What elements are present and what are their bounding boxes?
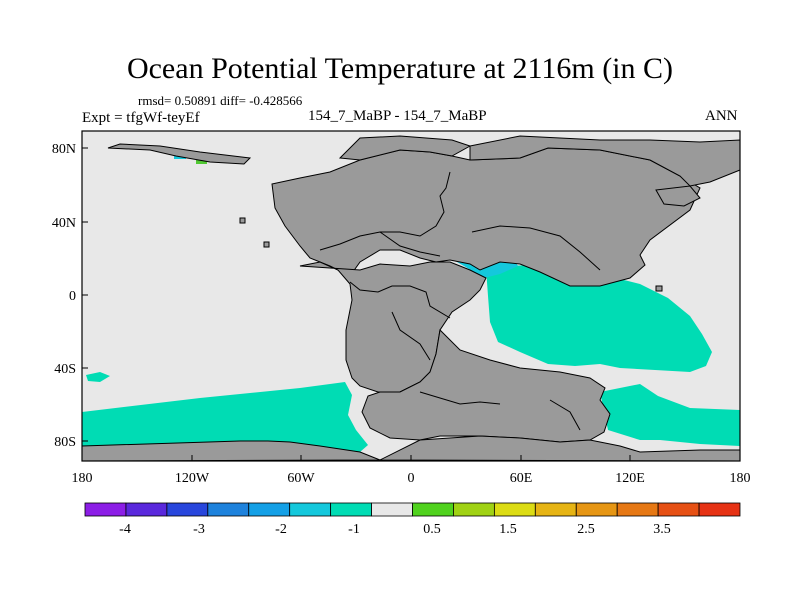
colorbar-label: -2 [275, 522, 287, 537]
lon-label: 120E [615, 471, 645, 486]
colorbar-label: -3 [193, 522, 205, 537]
anomaly-south-patch-1 [86, 372, 110, 382]
colorbar-label: 2.5 [577, 522, 595, 537]
lat-label: 0 [69, 289, 76, 304]
lon-label: 60W [287, 471, 315, 486]
land-islet [239, 217, 246, 224]
land-east-asia [469, 135, 741, 187]
colorbar-box [698, 502, 741, 517]
lat-label: 40S [54, 362, 76, 377]
land-north-cap [338, 135, 472, 161]
lon-label: 60E [510, 471, 533, 486]
season-label: ANN [705, 108, 738, 124]
land-island-west [107, 143, 252, 165]
colorbar [84, 502, 741, 517]
colorbar-box [371, 502, 413, 517]
anomaly-southeast [600, 384, 740, 446]
experiment-label: Expt = tfgWf-teyEf [82, 110, 200, 126]
colorbar-box [248, 502, 291, 517]
colorbar-box [657, 502, 700, 517]
lat-label: 80N [52, 142, 76, 157]
longitude-axis: 180 120W 60W 0 60E 120E 180 [72, 455, 751, 486]
lon-label: 180 [730, 471, 751, 486]
colorbar-box [207, 502, 250, 517]
colorbar-labels: -4 -3 -2 -1 0.5 1.5 2.5 3.5 [119, 522, 671, 537]
lat-label: 80S [54, 435, 76, 450]
map-title: Ocean Potential Temperature at 2116m (in… [126, 52, 674, 85]
colorbar-label: 1.5 [499, 522, 517, 537]
stats-line: rmsd= 0.50891 diff= -0.428566 [138, 93, 303, 108]
lat-label: 40N [52, 216, 76, 231]
colorbar-label: 0.5 [423, 522, 441, 537]
colorbar-box [125, 502, 168, 517]
colorbar-box [289, 502, 332, 517]
anomaly-indian-ocean [486, 264, 712, 372]
colorbar-box [493, 502, 536, 517]
colorbar-label: -1 [348, 522, 360, 537]
colorbar-label: 3.5 [653, 522, 671, 537]
land-island-east [655, 185, 701, 207]
case-label: 154_7_MaBP - 154_7_MaBP [308, 108, 487, 124]
land-islet [263, 241, 270, 248]
lon-label: 180 [72, 471, 93, 486]
lon-label: 0 [408, 471, 415, 486]
colorbar-box [616, 502, 659, 517]
lon-label: 120W [175, 471, 210, 486]
latitude-axis: 80N 40N 0 40S 80S [52, 142, 88, 450]
land-islet [655, 285, 663, 292]
map-panel [81, 130, 741, 462]
colorbar-box [412, 502, 454, 517]
colorbar-label: -4 [119, 522, 131, 537]
inner-boundary [319, 171, 601, 431]
colorbar-box [166, 502, 209, 517]
anomaly-southern-band [82, 382, 368, 452]
colorbar-box [453, 502, 495, 517]
colorbar-box [330, 502, 372, 517]
colorbar-box [534, 502, 577, 517]
colorbar-box [84, 502, 127, 517]
colorbar-box [575, 502, 618, 517]
